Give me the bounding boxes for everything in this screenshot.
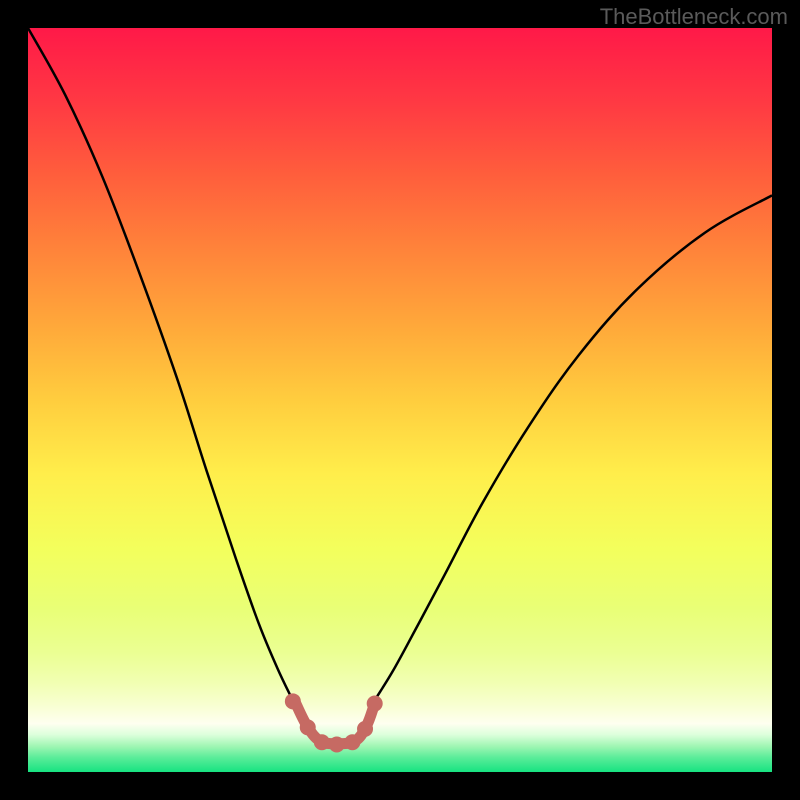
watermark-text: TheBottleneck.com xyxy=(600,4,788,30)
bottleneck-curve-chart xyxy=(28,28,772,772)
chart-container xyxy=(28,28,772,772)
